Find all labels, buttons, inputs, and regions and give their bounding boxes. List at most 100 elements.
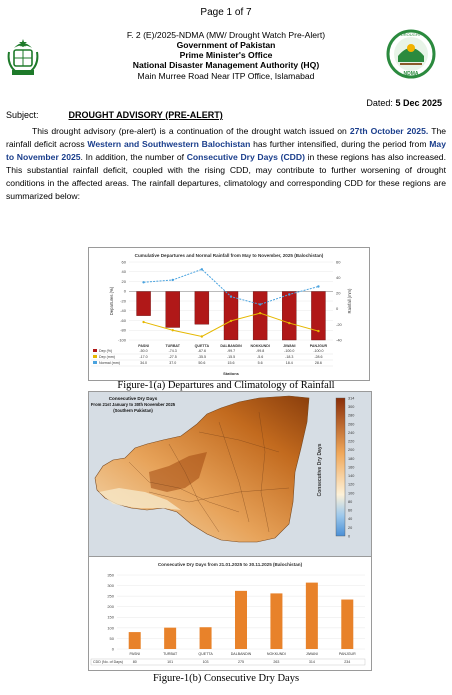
cdd-bar (164, 627, 177, 649)
map-title-2: From 21st January to 30th November 2025 (91, 402, 176, 407)
para-region-highlight: Western and Southwestern Balochistan (87, 138, 251, 149)
colorbar (335, 397, 346, 537)
right-tick-label: 0 (336, 306, 339, 311)
cdd-map: Consecutive Dry Days From 21st January t… (89, 392, 371, 556)
para-text-3: has further intensified, during the peri… (250, 138, 430, 149)
table-value: -15.5 (227, 355, 235, 359)
table-value: 50.6 (198, 361, 205, 365)
table-value: -28.6 (314, 355, 322, 359)
table-value: 37.0 (169, 361, 176, 365)
table-value: -99.8 (256, 349, 264, 353)
para-text-2: The rainfall deficit across (6, 126, 447, 149)
para-cdd-highlight: Consecutive Dry Days (CDD) (186, 151, 305, 162)
office-name: Prime Minister's Office (179, 50, 273, 60)
colorbar-tick: 60 (348, 509, 352, 513)
table-value: -50.0 (139, 349, 147, 353)
departure-bar (252, 291, 268, 341)
station-label: PANJGUR (310, 344, 328, 348)
table-frame (90, 658, 366, 666)
departure-bar (223, 291, 239, 341)
normal-point (229, 295, 233, 298)
dated-label: Dated: (366, 98, 393, 108)
legend-swatch (93, 361, 97, 364)
subject-title: DROUGHT ADVISORY (PRE-ALERT) (68, 110, 223, 120)
station-label: QUETTA (198, 652, 213, 656)
left-tick-label: 0 (124, 289, 127, 294)
cdd-value: 234 (344, 660, 350, 664)
station-label: DALBANDIN (220, 344, 242, 348)
figure-divider (89, 556, 371, 557)
y-tick-label: 50 (110, 636, 115, 641)
map-district-lines (128, 411, 290, 533)
colorbar-tick: 200 (348, 448, 354, 452)
y-tick-label: 350 (107, 572, 114, 577)
colorbar-tick: 100 (348, 491, 354, 495)
departure-bar (136, 291, 151, 316)
table-value: -17.0 (139, 355, 147, 359)
departures-chart: Cumulative Departures and Normal Rainfal… (91, 253, 352, 376)
cdd-bar (305, 582, 318, 649)
departure-bar (165, 291, 180, 328)
station-label: DALBANDIN (231, 652, 252, 656)
para-text-4: . In addition, the number of (80, 151, 187, 162)
legend-label: Dep (%) (99, 349, 112, 353)
left-tick-label: 40 (122, 269, 127, 274)
table-value: -27.5 (169, 355, 177, 359)
colorbar-tick: 240 (348, 431, 354, 435)
departure-bar (282, 291, 297, 341)
para-period-highlight: May to November 2025 (6, 138, 446, 162)
left-tick-label: -80 (120, 328, 127, 333)
dep-mm-point (317, 329, 320, 333)
map-title-3: (Southern Pakistan) (113, 408, 153, 413)
cdd-bar (341, 599, 354, 649)
departures-chart-frame: Cumulative Departures and Normal Rainfal… (88, 247, 370, 381)
station-label: QUETTA (195, 344, 210, 348)
cdd-bar (128, 632, 141, 649)
office-address: Main Murree Road Near ITP Office, Islama… (137, 71, 315, 81)
reference-number: F. 2 (E)/2025-NDMA (MW/ Drought Watch Pr… (126, 30, 326, 40)
y-tick-label: 150 (107, 615, 114, 620)
normal-point (171, 278, 174, 282)
figure-b-caption: Figure-1(b) Consecutive Dry Days (152, 673, 300, 684)
left-tick-label: -60 (120, 318, 127, 323)
dep-mm-point (258, 311, 262, 315)
table-value: -35.5 (198, 355, 206, 359)
station-label: PASNI (129, 652, 140, 656)
left-tick-label: 60 (122, 259, 127, 264)
y-tick-label: 300 (107, 583, 114, 588)
dated-value: 5 Dec 2025 (395, 98, 442, 108)
table-value: 15.6 (228, 361, 235, 365)
table-value: 34.0 (140, 361, 147, 365)
legend-swatch (93, 355, 97, 358)
right-tick-label: 40 (336, 275, 341, 280)
colorbar-tick: 180 (348, 457, 354, 461)
station-label: PANJGUR (339, 652, 356, 656)
colorbar-label: Consecutive Dry Days (317, 443, 323, 496)
left-tick-label: -20 (120, 298, 127, 303)
colorbar-tick: 20 (348, 526, 352, 530)
cdd-value: 101 (167, 660, 173, 664)
dep-mm-point (200, 335, 204, 338)
cdd-value: 275 (238, 660, 244, 664)
station-label: PASNI (138, 344, 149, 348)
legend-label: Normal (mm) (99, 361, 120, 365)
station-label: JIWANI (283, 344, 295, 348)
table-value: 28.6 (315, 361, 322, 365)
cdd-bar (235, 590, 247, 649)
colorbar-tick: 40 (348, 517, 352, 521)
colorbar-tick: 80 (348, 500, 352, 504)
colorbar-tick: 160 (348, 465, 354, 469)
dep-mm-point (288, 321, 291, 325)
departure-bar (311, 291, 326, 341)
table-value: -100.0 (313, 349, 323, 353)
logo-top-text: DROUGHT (401, 32, 422, 37)
authority-name: National Disaster Management Authority (… (132, 60, 320, 70)
page-number: Page 1 of 7 (200, 7, 252, 18)
normal-point (317, 285, 320, 288)
colorbar-tick: 0 (348, 534, 350, 538)
right-tick-label: 20 (336, 291, 341, 296)
map-dark-band (149, 452, 207, 492)
dated-line: Dated: 5 Dec 2025 (366, 98, 442, 108)
right-tick-label: -20 (336, 322, 343, 327)
y-tick-label: 0 (112, 646, 115, 651)
